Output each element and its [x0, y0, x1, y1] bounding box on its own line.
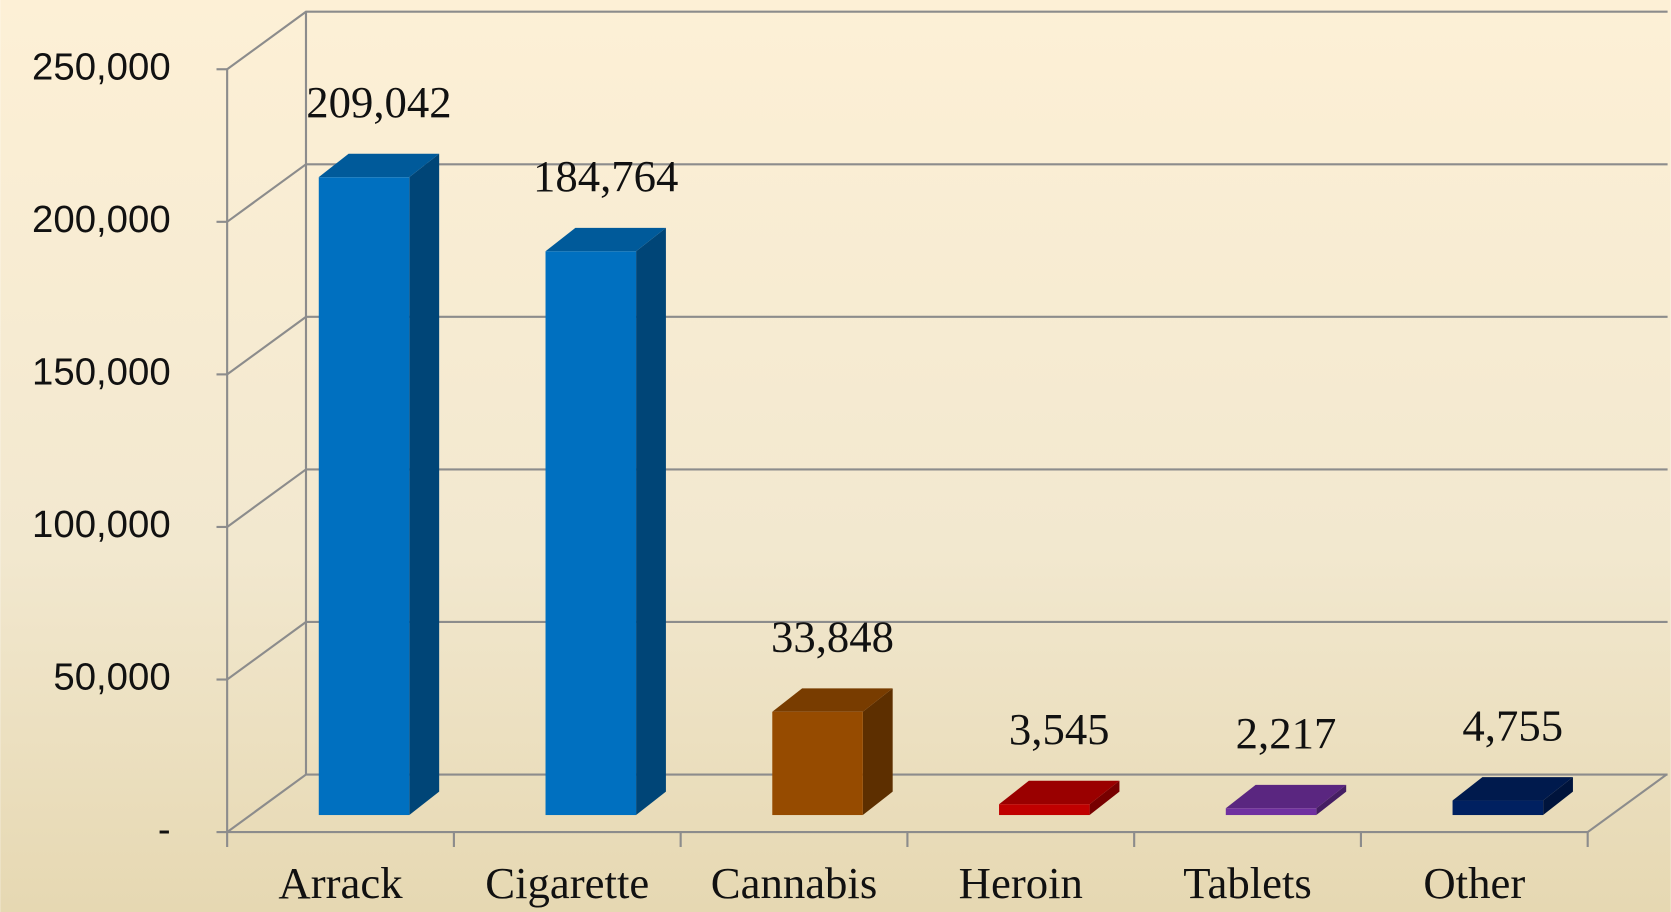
x-tick-label: Arrack	[278, 858, 403, 908]
bar-top	[999, 780, 1120, 805]
y-tick-label: 250,000	[32, 45, 171, 88]
bar-side	[862, 688, 893, 816]
bar-side	[1316, 784, 1347, 816]
bar-top	[545, 227, 666, 252]
x-tick-label: Cigarette	[485, 858, 649, 908]
x-tick-label: Tablets	[1183, 858, 1312, 908]
bar	[1225, 808, 1317, 816]
data-label: 209,042	[306, 77, 451, 127]
bar	[545, 251, 637, 816]
bar-top	[318, 153, 440, 178]
data-label: 4,755	[1462, 700, 1563, 750]
y-tick-label: 200,000	[32, 198, 171, 241]
x-tick-label: Other	[1423, 858, 1525, 908]
bar	[1452, 800, 1544, 816]
y-tick-label: 100,000	[32, 503, 171, 546]
data-label: 184,764	[533, 151, 678, 201]
bar-top	[1452, 777, 1573, 801]
bar-side	[1089, 780, 1120, 816]
bar-side	[409, 153, 440, 816]
bar-top	[1225, 784, 1347, 809]
bar-side	[636, 227, 666, 816]
bar	[772, 711, 863, 816]
data-label: 33,848	[771, 612, 894, 662]
y-tick-label: -	[158, 808, 171, 851]
x-tick-label: Cannabis	[711, 858, 878, 908]
y-tick-label: 150,000	[32, 351, 171, 394]
bar	[318, 177, 410, 816]
bar-top	[772, 688, 893, 712]
data-label: 2,217	[1236, 708, 1337, 758]
x-tick-label: Heroin	[959, 858, 1083, 908]
bar	[999, 804, 1090, 816]
data-label: 3,545	[1009, 704, 1110, 754]
y-tick-label: 50,000	[53, 656, 170, 699]
bar-side	[1543, 777, 1573, 816]
